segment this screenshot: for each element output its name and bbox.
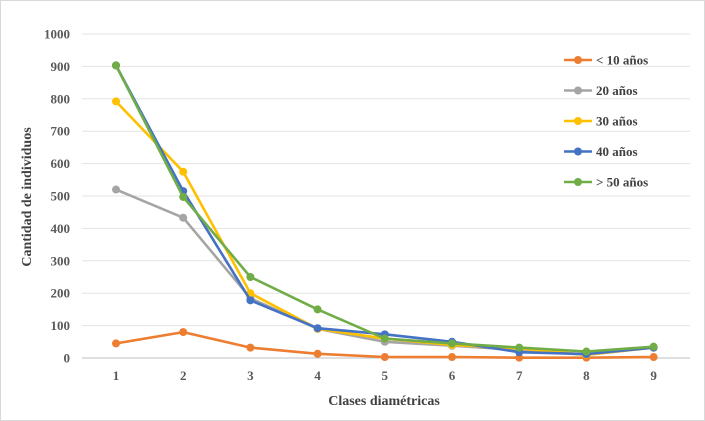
x-tick-label: 2 (180, 368, 187, 383)
legend-item: > 50 años (564, 175, 648, 190)
series-line (114, 64, 655, 353)
x-tick-label: 9 (650, 368, 657, 383)
x-tick-label: 3 (247, 368, 254, 383)
y-tick-label: 300 (51, 253, 71, 268)
x-tick-label: 6 (449, 368, 456, 383)
legend-label: 40 años (596, 144, 638, 159)
data-point (313, 305, 322, 314)
data-point (246, 296, 255, 305)
x-tick-label: 1 (113, 368, 120, 383)
legend: < 10 años 20 años 30 años 40 años > 50 años (564, 53, 648, 190)
series-line (114, 64, 655, 356)
data-point (313, 324, 322, 333)
y-tick-label: 0 (64, 351, 71, 366)
data-point (179, 192, 188, 201)
x-tick-label: 8 (583, 368, 590, 383)
series-lines (112, 61, 658, 362)
legend-item: < 10 años (564, 53, 648, 68)
data-point (313, 349, 322, 358)
data-point (112, 185, 120, 194)
data-point (649, 353, 658, 362)
y-tick-label: 100 (51, 318, 71, 333)
data-point (112, 97, 120, 106)
data-point (649, 342, 658, 351)
data-point (582, 347, 591, 356)
data-point (246, 273, 255, 281)
x-tick-labels: 1 2 3 4 5 6 7 8 9 (113, 368, 658, 383)
x-tick-label: 5 (382, 368, 389, 383)
data-point (246, 343, 255, 352)
legend-item: 30 años (564, 114, 638, 129)
legend-marker (574, 147, 582, 156)
legend-marker (574, 56, 582, 64)
y-tick-label: 400 (51, 221, 71, 236)
data-point (448, 353, 456, 362)
legend-label: 20 años (596, 83, 638, 98)
legend-item: 40 años (564, 144, 638, 159)
y-tick-label: 800 (51, 91, 71, 106)
x-axis-title: Clases diamétricas (328, 394, 440, 409)
data-point (515, 343, 524, 352)
data-point (515, 353, 524, 362)
y-tick-label: 900 (51, 59, 71, 74)
y-tick-label: 500 (51, 189, 71, 204)
data-point (112, 339, 120, 348)
y-tick-label: 600 (51, 156, 71, 171)
data-point (112, 61, 120, 70)
legend-marker (574, 117, 582, 125)
data-point (179, 167, 188, 176)
x-tick-label: 7 (516, 368, 523, 383)
y-axis-title: Cantidad de individuos (20, 127, 35, 267)
y-tick-label: 700 (51, 124, 71, 139)
legend-item: 20 años (564, 83, 638, 98)
x-tick-label: 4 (314, 368, 321, 383)
data-point (448, 339, 456, 348)
legend-label: 30 años (596, 114, 638, 129)
legend-marker (574, 86, 582, 95)
data-point (380, 353, 389, 362)
legend-label: < 10 años (596, 53, 648, 68)
legend-label: > 50 años (596, 175, 648, 190)
y-tick-label: 200 (51, 286, 71, 301)
y-tick-labels: 0 100 200 300 400 500 600 700 800 900 1000 (44, 27, 70, 366)
data-point (179, 213, 188, 222)
data-point (380, 334, 389, 343)
y-tick-label: 1000 (44, 27, 70, 42)
legend-marker (574, 178, 582, 186)
data-point (179, 328, 188, 337)
series-group (112, 61, 658, 356)
